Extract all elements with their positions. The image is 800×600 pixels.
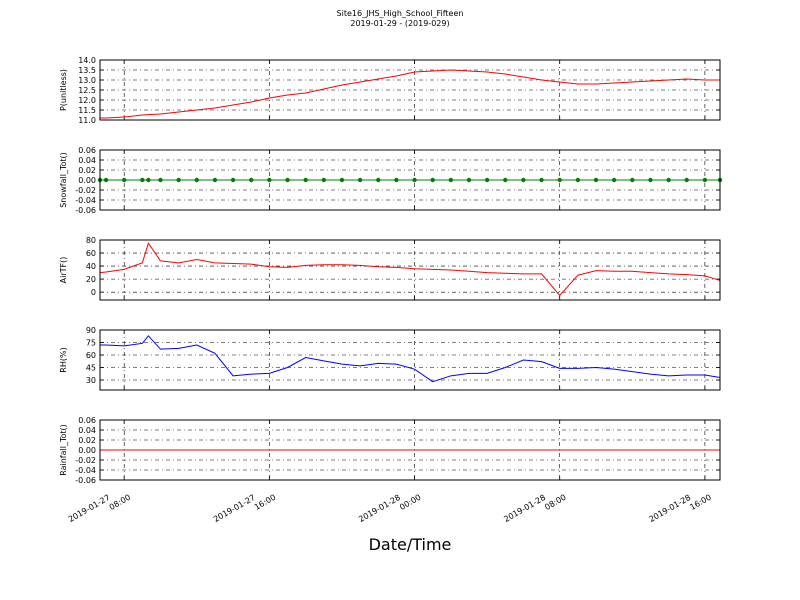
y-tick-label: 0 — [91, 288, 96, 297]
y-tick-label: -0.06 — [75, 476, 96, 485]
x-axis-label: Date/Time — [369, 535, 452, 554]
x-tick-label-line: 2019-01-27 — [67, 493, 112, 524]
y-tick-label: 80 — [86, 236, 96, 245]
y-tick-label: 13.0 — [78, 76, 96, 85]
y-tick-label: 0.00 — [78, 176, 96, 185]
series-marker — [146, 177, 151, 183]
chart-subtitle: 2019-01-29 - (2019-029) — [350, 19, 449, 28]
x-tick-label-line: 2019-01-27 — [212, 493, 257, 524]
series-marker — [702, 177, 708, 183]
y-tick-label: 45 — [86, 364, 96, 373]
series-marker — [648, 177, 653, 183]
series-marker — [521, 177, 526, 183]
x-tick-label: 2019-01-2808:00 — [502, 484, 567, 533]
series-marker — [557, 177, 562, 183]
x-tick-label-line: 2019-01-28 — [357, 493, 402, 524]
series-marker — [503, 177, 508, 183]
x-tick-label-line: 16:00 — [688, 493, 712, 512]
y-tick-label: 0.02 — [78, 436, 96, 445]
series-marker — [539, 177, 544, 183]
y-tick-label: 11.0 — [78, 116, 96, 125]
x-tick-label-line: 16:00 — [253, 493, 277, 512]
y-axis-label: RH(%) — [59, 347, 68, 372]
plot-frame — [99, 149, 721, 211]
y-tick-label: 12.0 — [78, 96, 96, 105]
series-marker — [448, 177, 454, 183]
y-tick-label: 11.5 — [78, 106, 96, 115]
x-tick-label-line: 2019-01-28 — [648, 493, 693, 524]
series-marker — [357, 177, 363, 183]
x-tick-label-line: 00:00 — [398, 493, 422, 512]
series-marker — [684, 177, 689, 183]
x-tick-label-line: 08:00 — [108, 493, 132, 512]
x-tick-label: 2019-01-2816:00 — [648, 484, 713, 533]
y-tick-label: 12.5 — [78, 86, 96, 95]
y-tick-label: 0.04 — [78, 426, 96, 435]
series-marker — [140, 177, 145, 183]
series-marker — [158, 177, 163, 183]
series-marker — [666, 177, 671, 183]
series-marker — [103, 177, 109, 183]
y-axis-label: AirTF() — [59, 257, 68, 284]
x-tick-label-line: 2019-01-28 — [502, 493, 547, 524]
y-tick-label: 0.06 — [78, 146, 96, 155]
y-tick-label: 14.0 — [78, 56, 96, 65]
series-marker — [466, 177, 472, 183]
y-tick-label: 30 — [86, 376, 96, 385]
y-tick-label: -0.02 — [75, 186, 96, 195]
y-tick-label: 0.06 — [78, 416, 96, 425]
series-marker — [249, 177, 254, 183]
chart-title: Site16_JHS_High_School_Fifteen — [337, 9, 464, 18]
y-axis-label: P(unitless) — [59, 69, 68, 111]
plot-frame — [99, 239, 721, 301]
plot-frame — [99, 419, 721, 481]
plot-frame — [99, 329, 721, 391]
y-tick-label: 0.00 — [78, 446, 96, 455]
series-marker — [267, 177, 272, 183]
series-marker — [412, 177, 417, 183]
series-marker — [430, 177, 435, 183]
series-marker — [285, 177, 290, 183]
series-marker — [176, 177, 181, 183]
x-tick-label-line: 08:00 — [543, 493, 567, 512]
y-tick-label: -0.02 — [75, 456, 96, 465]
series-marker — [611, 177, 617, 183]
x-tick-label: 2019-01-2716:00 — [212, 484, 277, 533]
y-tick-label: 13.5 — [78, 66, 96, 75]
y-tick-label: -0.04 — [75, 196, 96, 205]
series-marker — [575, 177, 581, 183]
y-tick-label: 60 — [86, 351, 96, 360]
y-tick-label: 0.02 — [78, 166, 96, 175]
y-tick-label: 0.04 — [78, 156, 96, 165]
y-tick-label: 40 — [86, 262, 96, 271]
y-tick-label: -0.06 — [75, 206, 96, 215]
series-marker — [194, 177, 199, 183]
y-tick-label: 60 — [86, 249, 96, 258]
series-marker — [212, 177, 218, 183]
series-marker — [303, 177, 308, 183]
series-marker — [630, 177, 635, 183]
series-marker — [230, 177, 236, 183]
y-axis-label: Rainfall_Tot() — [59, 424, 68, 476]
x-tick-label: 2019-01-2708:00 — [67, 484, 132, 533]
series-marker — [593, 177, 599, 183]
series-line — [100, 69, 720, 119]
y-axis-label: Snowfall_Tot() — [59, 152, 68, 208]
y-tick-label: 90 — [86, 326, 96, 335]
series-line — [99, 242, 721, 297]
plot-frame — [99, 59, 721, 121]
y-tick-label: 20 — [86, 275, 96, 284]
y-tick-label: 75 — [86, 339, 96, 348]
series-marker — [121, 177, 127, 183]
y-tick-label: -0.04 — [75, 466, 96, 475]
series-marker — [484, 177, 490, 183]
series-marker — [376, 177, 381, 183]
series-line — [100, 335, 721, 383]
x-tick-label: 2019-01-2800:00 — [357, 484, 422, 533]
series-marker — [394, 177, 399, 183]
series-marker — [321, 177, 327, 183]
series-marker — [339, 177, 345, 183]
